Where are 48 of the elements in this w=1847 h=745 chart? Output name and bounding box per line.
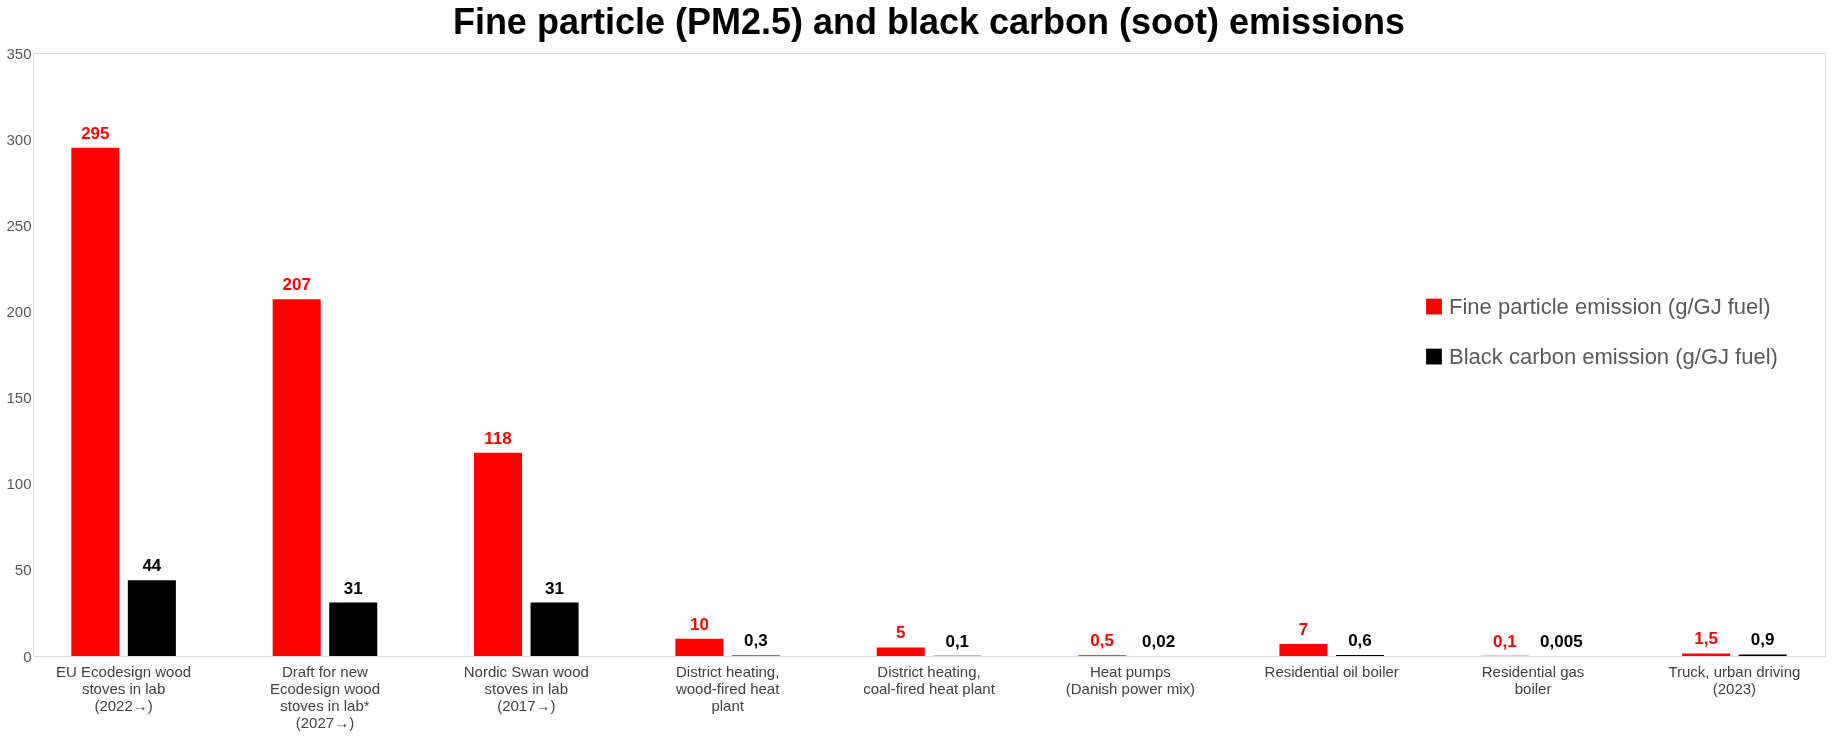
x-tick-label: Heat pumps (Danish power mix) (1065, 662, 1195, 697)
bar (127, 580, 176, 656)
data-label: 0,9 (1750, 630, 1775, 650)
y-tick-label: 350 (6, 44, 32, 62)
data-label: 44 (142, 556, 162, 576)
x-tick-label: Truck, urban driving (2023) (1668, 662, 1801, 697)
data-label: 0,1 (945, 631, 970, 651)
x-tick-label: Draft for new Ecodesign wood stoves in lab* (2027→) (269, 662, 380, 731)
data-label: 0,02 (1142, 631, 1176, 651)
y-tick-label: 300 (6, 130, 32, 148)
data-label: 5 (896, 623, 906, 643)
y-tick-label: 0 (23, 647, 32, 665)
bar (329, 602, 378, 656)
x-tick-label: EU Ecodesign wood stoves in lab (2022→) (56, 662, 192, 714)
x-tick-label: District heating, coal-fired heat plant (863, 662, 996, 697)
x-tick-label: District heating, wood-fired heat plant (674, 662, 781, 714)
data-label: 0,6 (1348, 630, 1372, 650)
data-label: 295 (81, 123, 110, 143)
data-label: 0,1 (1492, 631, 1517, 651)
chart-title: Fine particle (PM2.5) and black carbon (soot) emissions (452, 1, 1406, 42)
bar (1682, 653, 1731, 656)
x-tick-label: Nordic Swan wood stoves in lab (2017→) (463, 662, 589, 714)
bar (530, 602, 579, 656)
y-tick-label: 250 (6, 216, 32, 234)
data-label: 0,3 (744, 631, 768, 651)
bar (272, 299, 321, 656)
data-label: 7 (1298, 619, 1309, 639)
data-label: 1,5 (1694, 629, 1718, 649)
bar (675, 638, 724, 656)
legend-label: Fine particle emission (g/GJ fuel) (1449, 293, 1771, 319)
bar (474, 452, 523, 656)
x-tick-label: Residential oil boiler (1264, 662, 1399, 680)
data-label: 31 (545, 578, 565, 598)
data-label: 31 (343, 578, 363, 598)
y-tick-label: 50 (14, 561, 32, 579)
data-label: 10 (689, 614, 709, 634)
data-label: 0,005 (1540, 631, 1583, 651)
bar (71, 147, 120, 656)
legend-label: Black carbon emission (g/GJ fuel) (1449, 343, 1778, 369)
bar (1279, 643, 1328, 656)
data-label: 0,5 (1090, 631, 1114, 651)
y-tick-label: 100 (6, 475, 32, 493)
data-label: 207 (282, 275, 311, 295)
x-tick-label: Residential gas boiler (1481, 662, 1585, 697)
bar (876, 647, 925, 656)
y-tick-label: 150 (6, 389, 32, 407)
y-tick-label: 200 (6, 302, 32, 320)
data-label: 118 (484, 428, 512, 448)
